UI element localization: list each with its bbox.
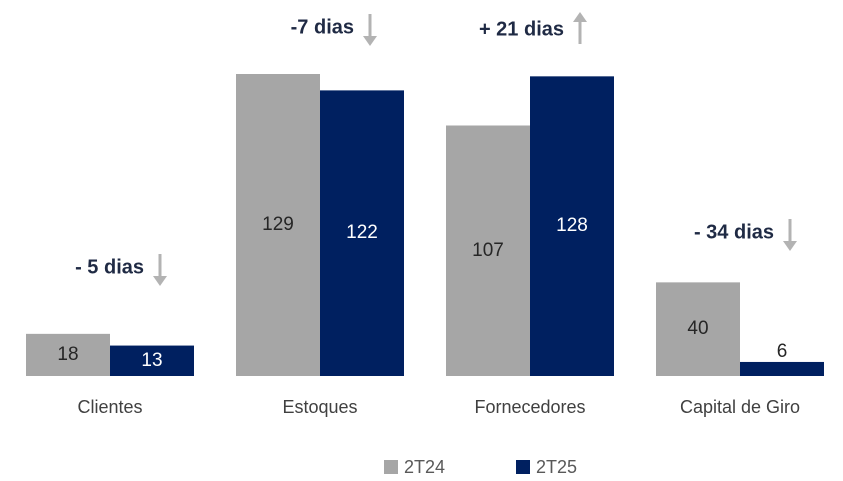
annotation: - 34 dias: [694, 221, 774, 243]
legend-swatch: [516, 460, 530, 474]
legend-swatch: [384, 460, 398, 474]
annotation: -7 dias: [291, 16, 354, 38]
value-label: 40: [687, 318, 708, 339]
legend-label: 2T25: [536, 457, 577, 477]
category-label: Clientes: [77, 397, 142, 417]
arrow-head: [573, 12, 587, 22]
arrow-head: [363, 36, 377, 46]
bar: [26, 333, 110, 376]
value-label: 6: [777, 341, 788, 362]
value-label: 128: [556, 215, 588, 236]
value-label: 13: [141, 350, 162, 371]
category-label: Fornecedores: [474, 397, 585, 417]
legend-label: 2T24: [404, 457, 445, 477]
value-label: 18: [57, 344, 78, 365]
bar: [530, 76, 614, 376]
value-label: 129: [262, 214, 294, 235]
category-label: Estoques: [282, 397, 357, 417]
annotation: + 21 dias: [479, 18, 564, 40]
bar: [236, 74, 320, 376]
annotation: - 5 dias: [75, 256, 144, 278]
bar: [740, 361, 824, 376]
value-label: 107: [472, 240, 504, 261]
arrow-head: [153, 276, 167, 286]
bar: [656, 282, 740, 376]
category-label: Capital de Giro: [680, 397, 800, 417]
value-label: 122: [346, 222, 378, 243]
bar: [320, 90, 404, 376]
bar: [446, 125, 530, 376]
bar: [110, 345, 194, 376]
arrow-head: [783, 241, 797, 251]
